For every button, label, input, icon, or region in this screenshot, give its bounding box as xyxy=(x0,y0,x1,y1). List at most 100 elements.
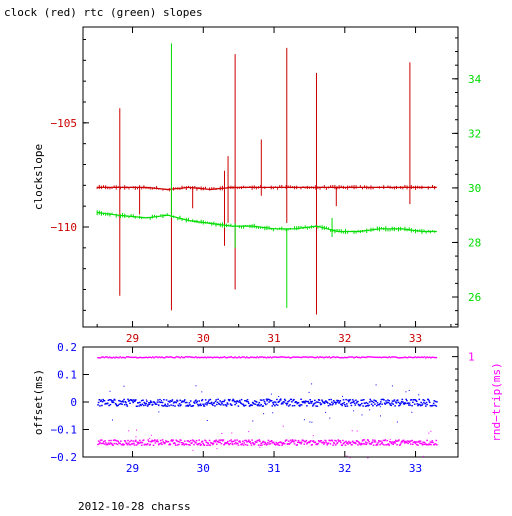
scatter-outlier-offset xyxy=(418,394,420,396)
scatter-point-offset xyxy=(304,402,306,404)
scatter-point-offset xyxy=(187,404,190,407)
scatter-point-offset xyxy=(202,403,204,405)
scatter-point-offset xyxy=(140,399,143,402)
scatter-point-roundtrip-upper xyxy=(364,356,367,359)
scatter-point-roundtrip-lower xyxy=(122,443,124,445)
scatter-outlier-roundtrip-lower xyxy=(149,438,151,439)
scatter-point-roundtrip-lower xyxy=(119,442,121,445)
scatter-point-roundtrip-upper xyxy=(219,356,222,359)
scatter-point-roundtrip-lower xyxy=(300,441,303,443)
scatter-point-offset xyxy=(118,403,121,405)
scatter-point-roundtrip-lower xyxy=(242,444,245,446)
scatter-point-roundtrip-upper xyxy=(361,356,363,358)
scatter-point-roundtrip-upper xyxy=(307,356,310,359)
scatter-outlier-roundtrip-lower xyxy=(346,455,348,457)
scatter-point-roundtrip-lower xyxy=(403,441,406,443)
scatter-point-offset xyxy=(305,400,308,403)
scatter-point-roundtrip-upper xyxy=(127,356,129,358)
scatter-point-offset xyxy=(433,400,436,402)
scatter-point-roundtrip-upper xyxy=(435,356,438,359)
scatter-point-roundtrip-lower xyxy=(336,441,339,444)
scatter-point-roundtrip-lower xyxy=(163,442,166,445)
scatter-point-roundtrip-upper xyxy=(137,357,140,359)
bottom-y-tick-label: 0.2 xyxy=(57,341,77,354)
scatter-point-roundtrip-upper xyxy=(328,356,330,358)
scatter-point-roundtrip-lower xyxy=(178,441,181,443)
scatter-point-roundtrip-lower xyxy=(278,441,280,444)
scatter-point-roundtrip-lower xyxy=(395,439,397,442)
scatter-point-roundtrip-lower xyxy=(174,444,177,446)
scatter-point-roundtrip-upper xyxy=(172,357,175,359)
scatter-point-roundtrip-upper xyxy=(400,357,402,359)
scatter-point-roundtrip-lower xyxy=(174,442,176,445)
scatter-point-roundtrip-lower xyxy=(362,439,364,441)
scatter-point-offset xyxy=(254,403,257,405)
scatter-point-offset xyxy=(415,399,417,402)
scatter-point-roundtrip-lower xyxy=(344,441,346,443)
scatter-point-roundtrip-upper xyxy=(392,356,394,358)
scatter-point-roundtrip-lower xyxy=(302,440,305,442)
scatter-point-roundtrip-upper xyxy=(381,356,384,358)
scatter-point-offset xyxy=(366,405,368,407)
scatter-point-roundtrip-lower xyxy=(419,442,421,444)
scatter-point-roundtrip-upper xyxy=(163,357,166,359)
scatter-point-roundtrip-upper xyxy=(133,356,136,359)
scatter-point-roundtrip-lower xyxy=(250,444,253,446)
scatter-point-offset xyxy=(273,401,276,403)
scatter-point-offset xyxy=(192,405,195,407)
scatter-point-roundtrip-lower xyxy=(368,441,370,443)
scatter-point-roundtrip-upper xyxy=(263,356,265,359)
scatter-point-roundtrip-upper xyxy=(247,357,249,359)
scatter-point-offset xyxy=(221,400,224,403)
scatter-point-roundtrip-upper xyxy=(259,356,261,358)
scatter-point-roundtrip-lower xyxy=(304,441,307,443)
scatter-point-offset xyxy=(197,403,199,406)
scatter-point-roundtrip-lower xyxy=(303,443,306,445)
scatter-point-roundtrip-upper xyxy=(338,356,341,359)
scatter-point-offset xyxy=(376,402,379,404)
scatter-outlier-offset xyxy=(391,385,393,387)
scatter-point-roundtrip-upper xyxy=(230,356,232,358)
scatter-point-offset xyxy=(229,399,231,401)
scatter-point-roundtrip-lower xyxy=(325,440,327,442)
scatter-point-roundtrip-lower xyxy=(129,444,132,446)
scatter-point-roundtrip-lower xyxy=(161,443,163,446)
scatter-point-offset xyxy=(332,402,334,405)
scatter-point-offset xyxy=(351,399,354,401)
scatter-point-roundtrip-lower xyxy=(134,440,136,442)
scatter-point-offset xyxy=(159,398,161,401)
scatter-point-offset xyxy=(307,400,310,403)
scatter-point-roundtrip-upper xyxy=(122,356,124,358)
scatter-point-offset xyxy=(283,401,285,403)
scatter-point-offset xyxy=(336,401,339,403)
scatter-point-roundtrip-upper xyxy=(384,356,387,358)
scatter-point-roundtrip-upper xyxy=(423,356,426,358)
scatter-point-roundtrip-upper xyxy=(389,356,392,359)
scatter-point-offset xyxy=(428,400,430,402)
scatter-point-roundtrip-upper xyxy=(106,356,108,358)
scatter-outlier-offset xyxy=(149,400,151,402)
scatter-point-offset xyxy=(208,402,211,405)
scatter-point-roundtrip-upper xyxy=(235,357,238,359)
scatter-point-roundtrip-lower xyxy=(163,442,165,444)
scatter-point-offset xyxy=(421,404,423,406)
scatter-point-roundtrip-lower xyxy=(295,439,297,442)
scatter-point-roundtrip-lower xyxy=(317,440,320,442)
scatter-point-roundtrip-upper xyxy=(332,356,334,358)
scatter-point-roundtrip-lower xyxy=(275,441,278,444)
scatter-point-offset xyxy=(184,401,187,404)
scatter-point-roundtrip-lower xyxy=(407,442,409,445)
scatter-point-offset xyxy=(260,403,262,406)
scatter-point-roundtrip-lower xyxy=(267,439,270,442)
scatter-point-offset xyxy=(385,400,387,402)
scatter-point-roundtrip-lower xyxy=(133,442,135,445)
top-x-tick-label: 33 xyxy=(409,332,422,345)
scatter-point-roundtrip-lower xyxy=(349,442,351,444)
scatter-point-roundtrip-upper xyxy=(243,356,245,358)
scatter-point-roundtrip-upper xyxy=(157,356,159,359)
scatter-point-roundtrip-lower xyxy=(393,442,395,444)
scatter-point-offset xyxy=(232,398,234,401)
scatter-point-roundtrip-upper xyxy=(256,356,259,358)
scatter-point-offset xyxy=(372,401,375,404)
scatter-point-roundtrip-lower xyxy=(214,440,216,442)
